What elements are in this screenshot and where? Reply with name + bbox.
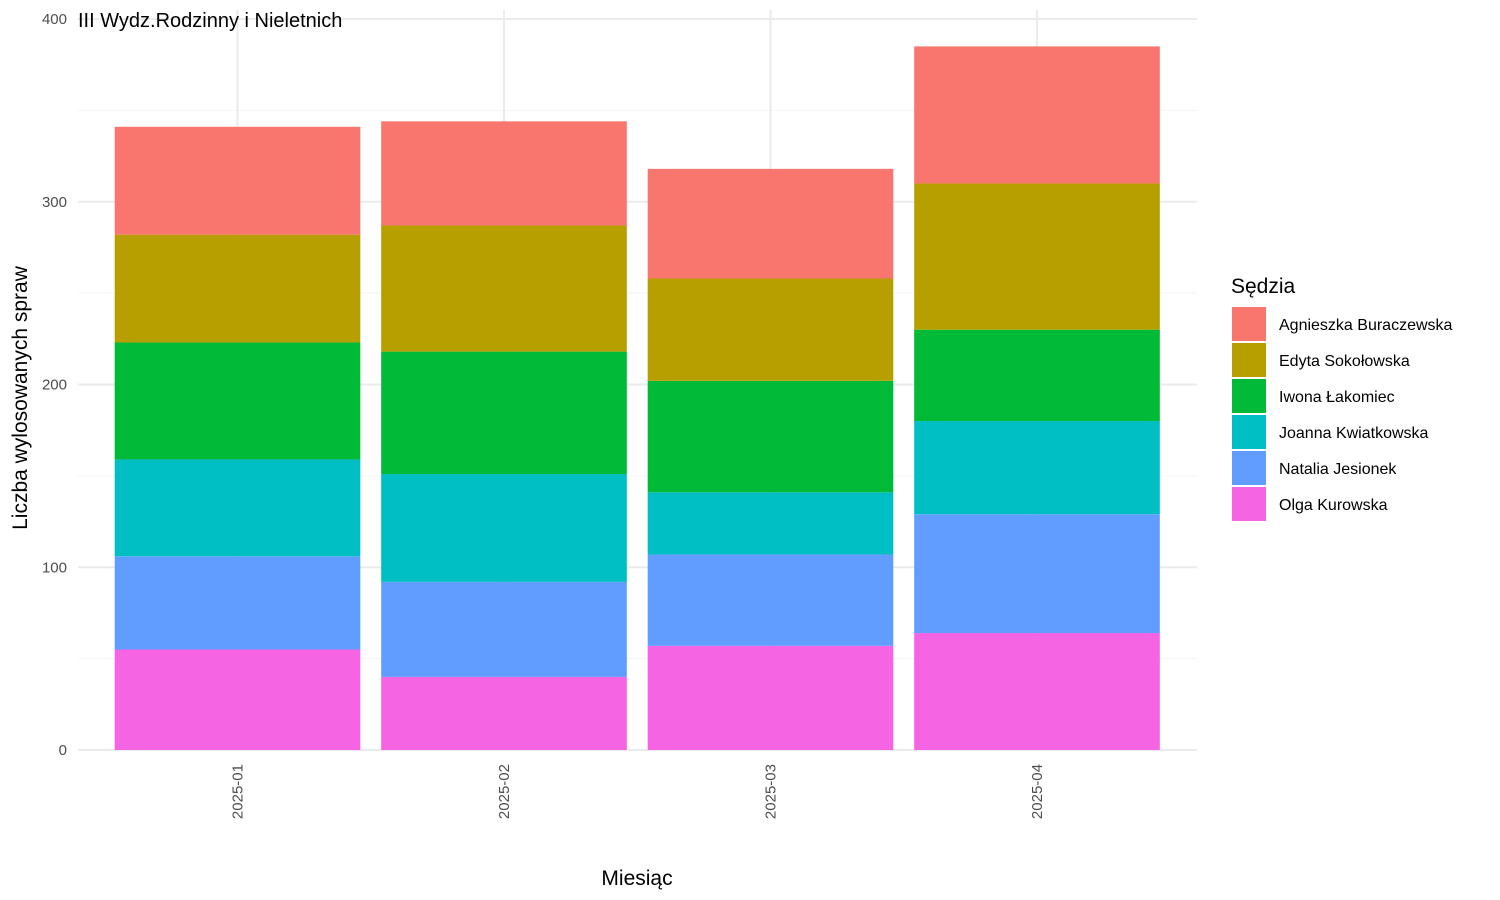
legend-swatch xyxy=(1232,343,1266,377)
y-tick-label: 0 xyxy=(59,742,67,759)
bar-segment xyxy=(114,342,361,460)
legend-label: Joanna Kwiatkowska xyxy=(1279,425,1429,442)
y-axis-title: Liczba wylosowanych spraw xyxy=(9,265,32,530)
legend-swatch xyxy=(1232,451,1266,485)
bar-segment xyxy=(114,649,361,750)
bar-segment xyxy=(114,126,361,235)
chart-title: III Wydz.Rodzinny i Nieletnich xyxy=(78,10,342,32)
legend-label: Olga Kurowska xyxy=(1279,497,1388,514)
bar-segment xyxy=(914,329,1160,422)
legend-swatch xyxy=(1232,487,1266,521)
legend-label: Natalia Jesionek xyxy=(1279,461,1397,478)
legend-swatch xyxy=(1232,307,1266,341)
bar-segment xyxy=(114,459,361,557)
bar-segment xyxy=(647,645,894,750)
bar-segment xyxy=(114,556,361,650)
bar-segment xyxy=(914,633,1160,750)
legend-swatch xyxy=(1232,415,1266,449)
y-tick-label: 300 xyxy=(42,194,67,211)
bar-segment xyxy=(647,278,894,381)
bar-segment xyxy=(914,421,1160,515)
y-axis-ticks: 0 100 200 300 400 xyxy=(42,11,67,759)
bar-segment xyxy=(647,554,894,646)
bar-segment xyxy=(114,234,361,343)
legend-label: Agnieszka Buraczewska xyxy=(1279,317,1453,334)
legend-swatch xyxy=(1232,379,1266,413)
y-tick-label: 400 xyxy=(42,11,67,28)
y-tick-label: 200 xyxy=(42,377,67,394)
bar-segment xyxy=(647,168,894,279)
bars xyxy=(114,46,1160,750)
bar-segment xyxy=(381,121,627,226)
bar-segment xyxy=(647,492,894,555)
bar-segment xyxy=(914,514,1160,634)
bar-segment xyxy=(381,474,627,582)
legend-label: Edyta Sokołowska xyxy=(1279,353,1410,370)
x-tick-label: 2025-01 xyxy=(230,764,247,819)
bar-segment xyxy=(647,380,894,493)
bar-segment xyxy=(381,351,627,475)
bar-segment xyxy=(914,183,1160,330)
bar-segment xyxy=(381,225,627,352)
legend-title: Sędzia xyxy=(1231,275,1296,298)
bar-segment xyxy=(381,676,627,750)
legend: Sędzia Agnieszka Buraczewska Edyta Sokoło… xyxy=(1231,275,1453,521)
y-tick-label: 100 xyxy=(42,559,67,576)
x-tick-label: 2025-04 xyxy=(1029,764,1046,819)
x-axis-title: Miesiąc xyxy=(601,867,672,890)
x-tick-label: 2025-03 xyxy=(763,764,780,819)
x-tick-label: 2025-02 xyxy=(496,764,513,819)
bar-segment xyxy=(914,46,1160,184)
legend-label: Iwona Łakomiec xyxy=(1279,389,1395,406)
x-axis-ticks: 2025-01 2025-02 2025-03 2025-04 xyxy=(230,764,1047,819)
bar-segment xyxy=(381,581,627,677)
